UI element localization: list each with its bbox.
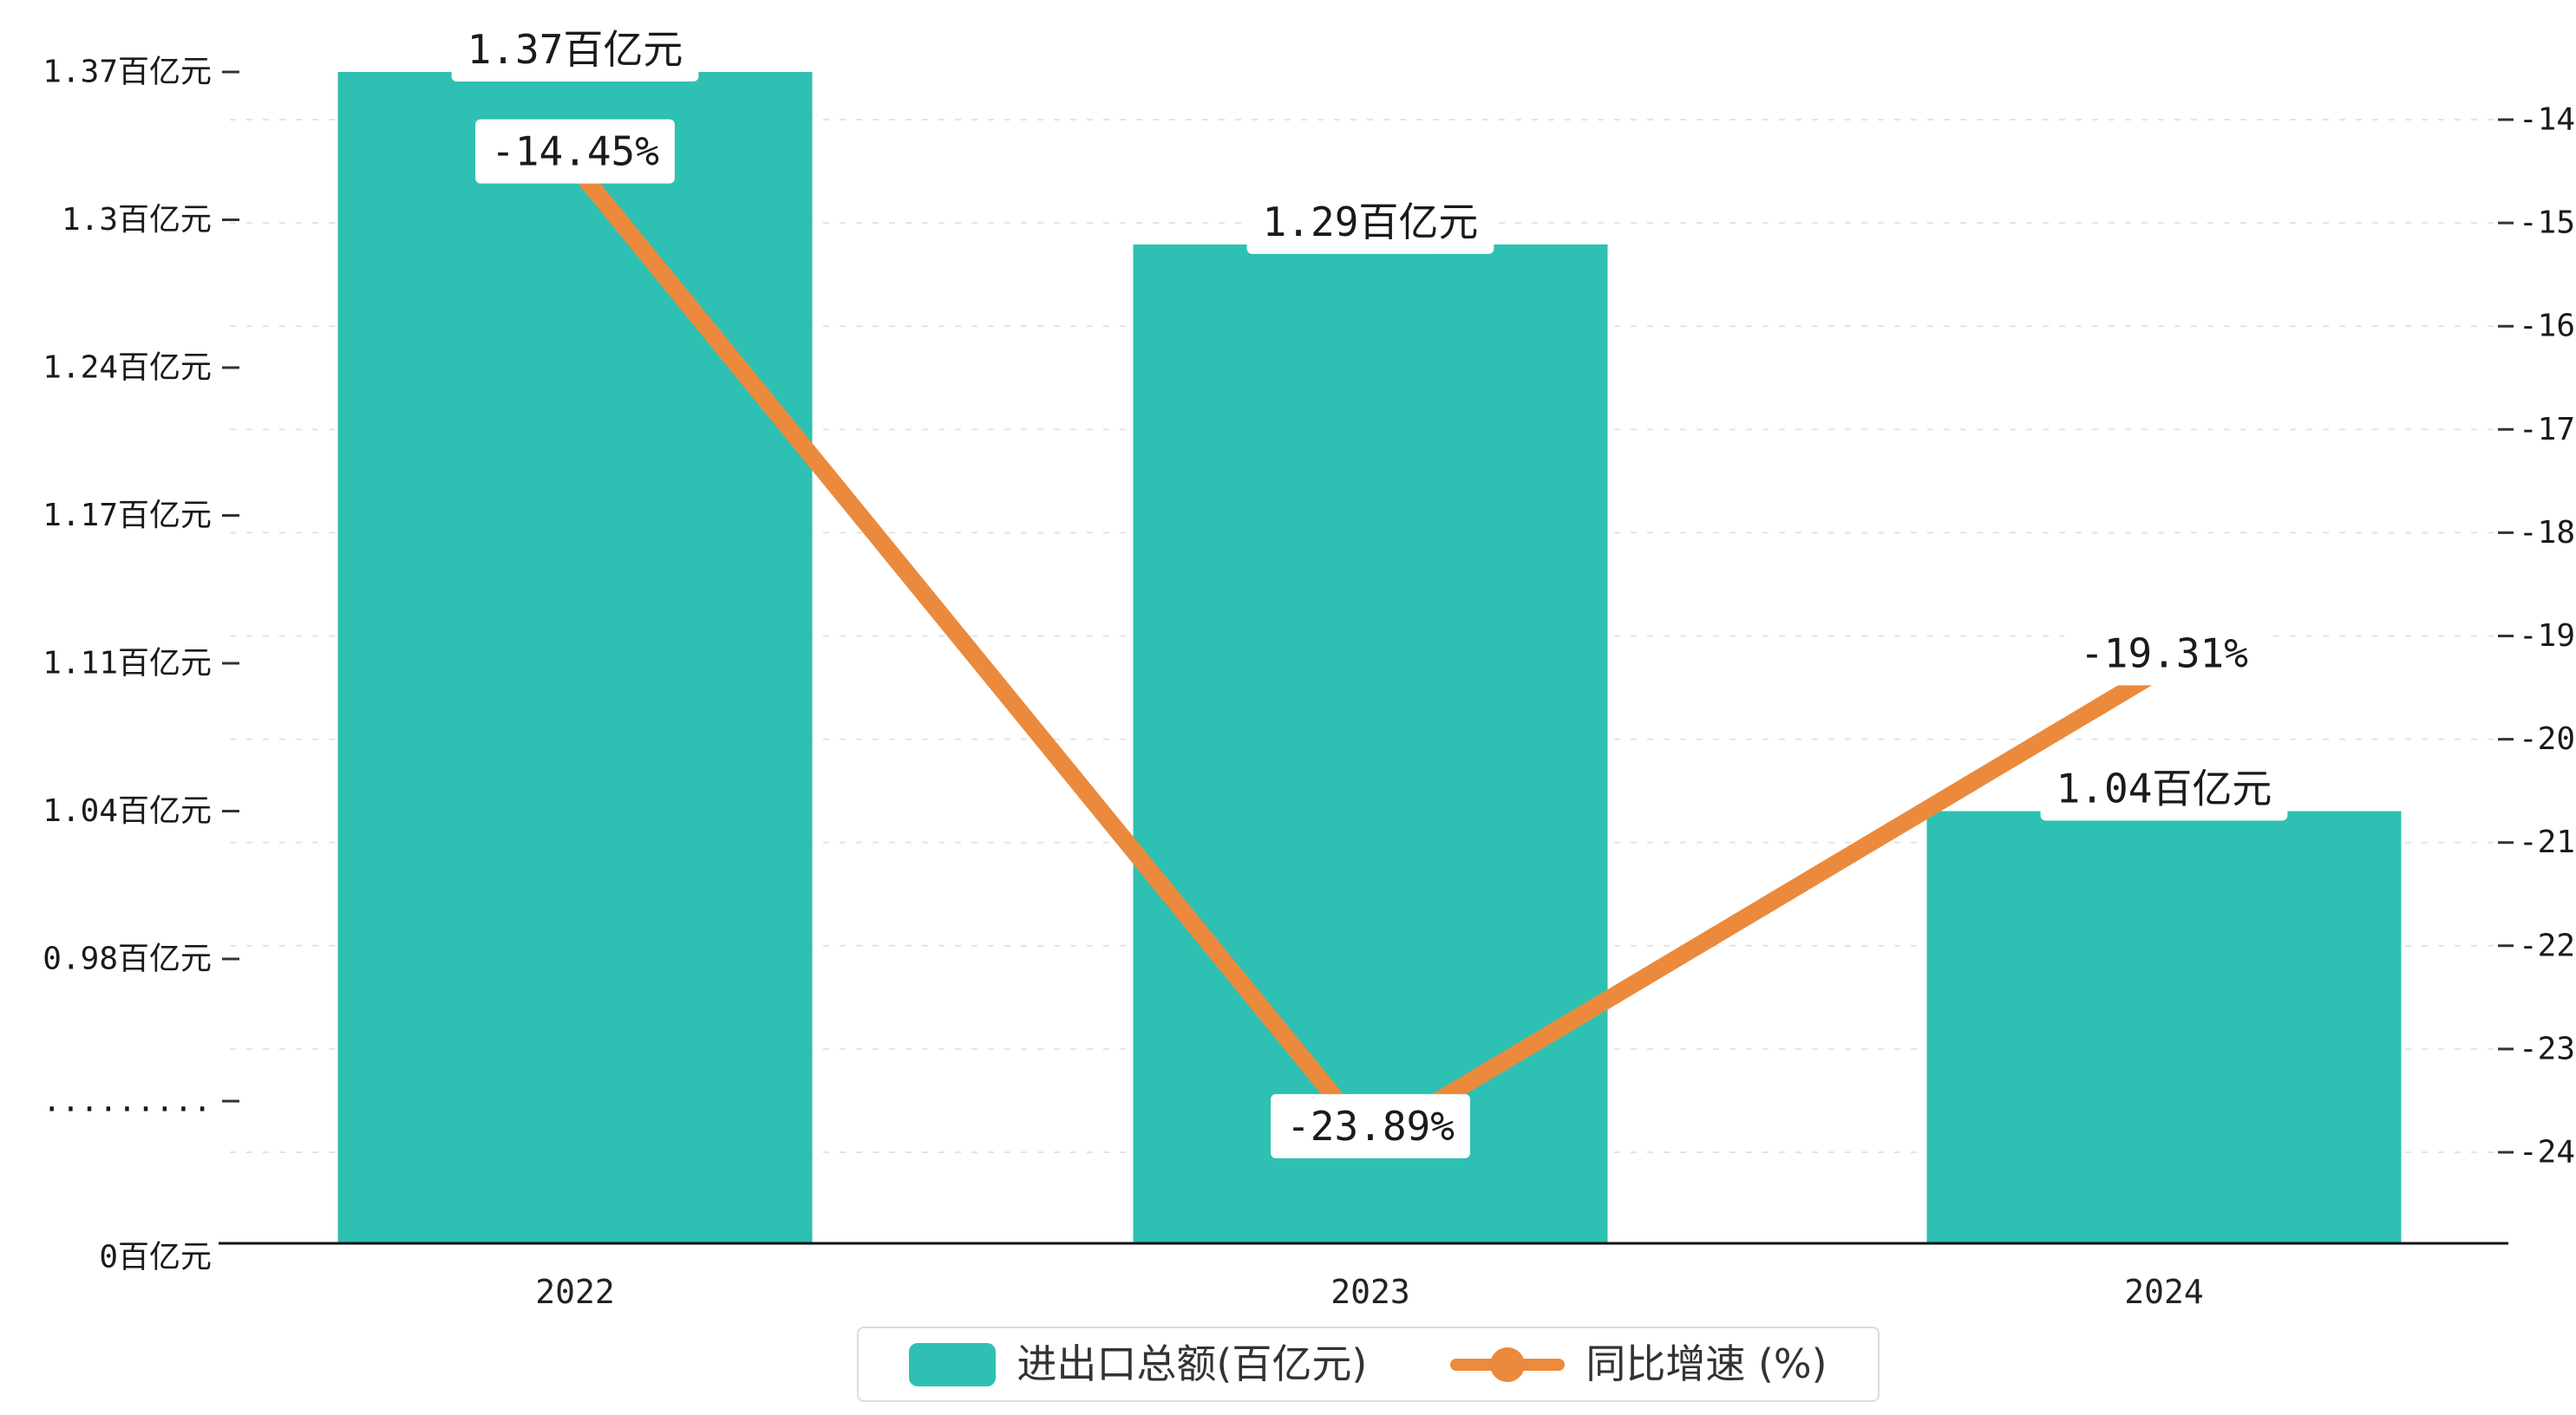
- bar-2022[interactable]: [337, 72, 813, 1243]
- right-axis-tick-label: -24: [2519, 1135, 2575, 1170]
- right-axis-tick-label: -23: [2519, 1031, 2575, 1066]
- left-axis-tick-label: 1.17百亿元: [42, 498, 212, 533]
- line-value-label-box: [475, 119, 675, 184]
- right-axis-tick-label: -22: [2519, 928, 2575, 963]
- right-axis-tick-label: -17: [2519, 412, 2575, 447]
- bar-value-label: 1.29百亿元: [1263, 199, 1479, 245]
- legend-container: 进出口总额(百亿元) 同比增速 (%): [230, 1327, 2507, 1403]
- bar-value-label-box: [1246, 189, 1494, 254]
- bar-2024[interactable]: [1926, 811, 2402, 1244]
- line-value-label-box: [1271, 1093, 1470, 1158]
- left-axis-zero-label: 0百亿元: [99, 1240, 212, 1275]
- right-axis-tick-label: -14: [2519, 102, 2575, 138]
- x-axis-category-label: 2022: [535, 1273, 615, 1311]
- right-axis-tick-label: -20: [2519, 721, 2575, 757]
- legend-item-bar-series[interactable]: 进出口总额(百亿元): [909, 1340, 1367, 1388]
- line-value-label-box: [2064, 621, 2264, 686]
- left-axis-tick-label: 1.11百亿元: [42, 646, 212, 681]
- bar-value-label: 1.37百亿元: [467, 26, 683, 73]
- left-axis-break-label: .........: [42, 1084, 212, 1119]
- right-axis-tick-label: -19: [2519, 618, 2575, 654]
- line-value-label: -19.31%: [2080, 629, 2248, 676]
- line-marker-dot-icon: [1490, 1347, 1526, 1382]
- left-axis-tick-label: 1.37百亿元: [42, 55, 212, 90]
- bar-value-label: 1.04百亿元: [2056, 766, 2272, 812]
- legend-item-line-series[interactable]: 同比增速 (%): [1450, 1340, 1827, 1388]
- bar-2023[interactable]: [1133, 244, 1608, 1244]
- legend: 进出口总额(百亿元) 同比增速 (%): [857, 1327, 1880, 1403]
- left-axis-tick-label: 1.3百亿元: [62, 202, 212, 238]
- line-series-swatch-icon: [1450, 1347, 1566, 1382]
- legend-bar-label: 进出口总额(百亿元): [1017, 1340, 1368, 1387]
- line-value-label: -14.45%: [491, 128, 659, 175]
- legend-line-label: 同比增速 (%): [1585, 1340, 1827, 1387]
- left-axis-tick-label: 1.24百亿元: [42, 350, 212, 386]
- bar-value-label-box: [2040, 756, 2288, 821]
- left-axis-tick-label: 1.04百亿元: [42, 793, 212, 829]
- line-value-label: -23.89%: [1286, 1103, 1455, 1150]
- bar-value-label-box: [451, 17, 699, 82]
- right-axis-tick-label: -18: [2519, 515, 2575, 551]
- bar-series-swatch-icon: [909, 1342, 997, 1386]
- right-axis-tick-label: -21: [2519, 825, 2575, 860]
- left-axis-tick-label: 0.98百亿元: [42, 942, 212, 977]
- x-axis-category-label: 2023: [1330, 1273, 1410, 1311]
- x-axis-category-label: 2024: [2124, 1273, 2204, 1311]
- right-axis-tick-label: -15: [2519, 205, 2575, 241]
- right-axis-tick-label: -16: [2519, 309, 2575, 344]
